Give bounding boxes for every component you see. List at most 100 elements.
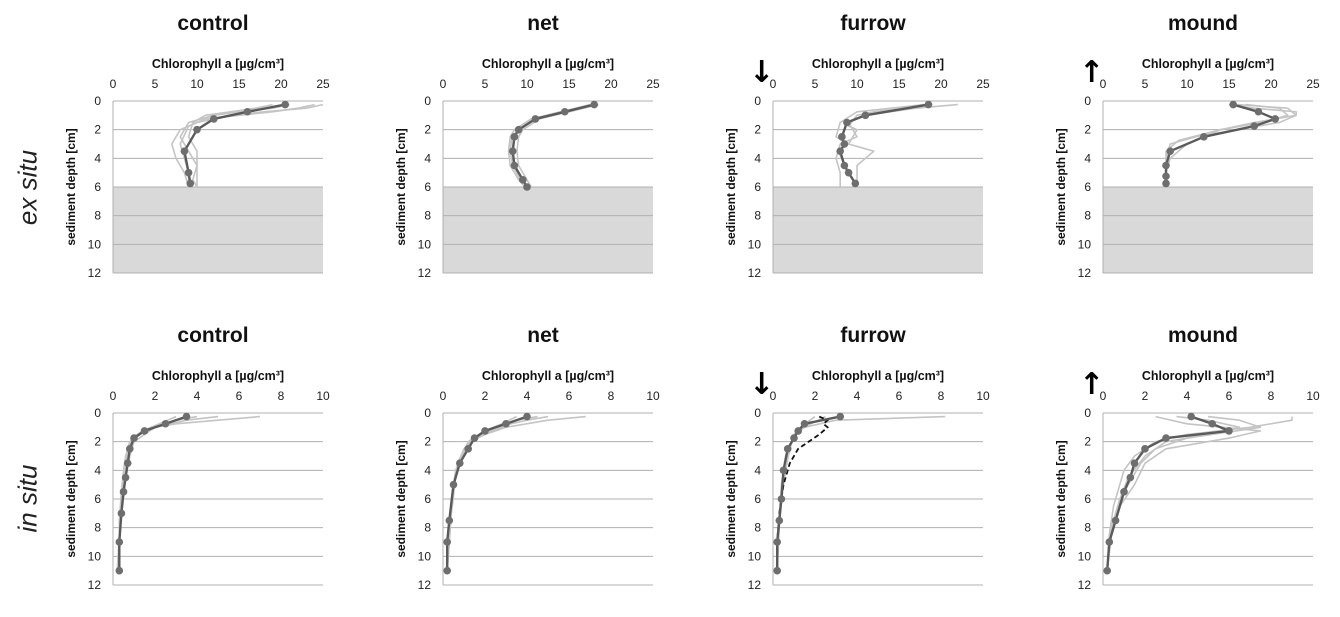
mean-point bbox=[186, 179, 195, 188]
y-tick-label: 10 bbox=[88, 549, 102, 563]
y-tick-label: 6 bbox=[94, 492, 101, 506]
y-tick-label: 8 bbox=[424, 521, 431, 535]
unsampled-region bbox=[773, 187, 983, 273]
mean-point bbox=[1166, 147, 1174, 155]
mean-point bbox=[1187, 412, 1195, 421]
y-tick-label: 2 bbox=[1084, 435, 1091, 449]
x-axis-label: Chlorophyll a [µg/cm³] bbox=[152, 369, 284, 383]
y-tick-label: 8 bbox=[424, 209, 431, 223]
replicate-line bbox=[187, 103, 273, 187]
mean-line bbox=[776, 415, 841, 571]
y-axis-label: sediment depth [cm] bbox=[394, 440, 408, 557]
y-tick-label: 2 bbox=[94, 435, 101, 449]
mean-point bbox=[1105, 538, 1114, 546]
mean-line bbox=[511, 103, 595, 188]
replicate-line bbox=[1106, 415, 1262, 571]
chart-title: mound bbox=[1168, 324, 1238, 347]
chart-title: net bbox=[527, 12, 559, 35]
replicate-line bbox=[1106, 416, 1293, 571]
y-tick-label: 0 bbox=[94, 406, 101, 420]
y-tick-label: 10 bbox=[418, 549, 432, 563]
y-tick-label: 2 bbox=[1084, 123, 1091, 137]
y-tick-label: 2 bbox=[424, 435, 431, 449]
y-tick-label: 6 bbox=[754, 492, 761, 506]
unsampled-region bbox=[443, 187, 653, 273]
mean-point bbox=[1229, 100, 1237, 109]
y-tick-label: 0 bbox=[1084, 406, 1091, 420]
mean-point bbox=[456, 459, 464, 467]
mean-point bbox=[130, 434, 138, 442]
replicate-line bbox=[179, 103, 315, 187]
x-tick-label: 10 bbox=[520, 77, 534, 91]
y-tick-label: 2 bbox=[424, 123, 431, 137]
y-tick-label: 0 bbox=[754, 406, 761, 420]
mean-point bbox=[561, 107, 569, 116]
mean-point bbox=[182, 412, 191, 421]
y-tick-label: 6 bbox=[1084, 180, 1091, 194]
mean-point bbox=[838, 133, 846, 141]
mean-point bbox=[470, 434, 479, 442]
x-axis-label: Chlorophyll a [µg/cm³] bbox=[482, 369, 614, 383]
mean-point bbox=[851, 179, 860, 188]
x-tick-label: 10 bbox=[1180, 77, 1194, 91]
mean-point bbox=[445, 516, 454, 525]
x-tick-label: 2 bbox=[482, 389, 489, 403]
x-tick-label: 25 bbox=[1306, 77, 1320, 91]
mean-point bbox=[843, 118, 851, 127]
y-tick-label: 6 bbox=[424, 492, 431, 506]
x-tick-label: 6 bbox=[566, 389, 573, 403]
mean-point bbox=[1120, 488, 1128, 496]
mean-point bbox=[1271, 115, 1279, 123]
x-tick-label: 20 bbox=[934, 77, 948, 91]
y-axis-label: sediment depth [cm] bbox=[1054, 440, 1068, 557]
x-tick-label: 0 bbox=[770, 77, 777, 91]
chart-panel-mound: mound Chlorophyll a [µg/cm³] sediment dept… bbox=[1054, 324, 1320, 592]
y-tick-label: 8 bbox=[754, 209, 761, 223]
y-tick-label: 4 bbox=[1084, 151, 1091, 165]
mean-point bbox=[180, 147, 189, 155]
x-tick-label: 0 bbox=[1100, 77, 1107, 91]
x-tick-label: 5 bbox=[1142, 77, 1149, 91]
mean-point bbox=[123, 459, 132, 467]
x-tick-label: 25 bbox=[976, 77, 990, 91]
mean-point bbox=[840, 140, 849, 148]
mean-point bbox=[464, 445, 473, 453]
y-tick-label: 10 bbox=[748, 237, 762, 251]
row-label-ex-situ: ex situ bbox=[12, 149, 43, 226]
mean-point bbox=[510, 161, 519, 170]
mean-point bbox=[1130, 459, 1139, 467]
y-tick-label: 4 bbox=[424, 463, 431, 477]
chart-panel-net: net Chlorophyll a [µg/cm³] sediment depth … bbox=[394, 324, 660, 592]
down-arrow-icon: ↓ bbox=[749, 55, 775, 90]
mean-point bbox=[519, 176, 527, 184]
x-tick-label: 0 bbox=[110, 77, 117, 91]
mean-line bbox=[446, 415, 528, 571]
mean-point bbox=[590, 100, 598, 109]
mean-point bbox=[790, 434, 798, 442]
mean-line bbox=[839, 103, 929, 185]
y-tick-label: 10 bbox=[1078, 549, 1092, 563]
x-tick-label: 6 bbox=[896, 389, 903, 403]
x-tick-label: 6 bbox=[1226, 389, 1233, 403]
y-tick-label: 10 bbox=[418, 237, 432, 251]
y-axis-label: sediment depth [cm] bbox=[724, 440, 738, 557]
x-tick-label: 6 bbox=[236, 389, 243, 403]
y-tick-label: 12 bbox=[418, 578, 432, 592]
x-tick-label: 15 bbox=[562, 77, 576, 91]
mean-point bbox=[243, 107, 252, 116]
chart-panel-control: control Chlorophyll a [µg/cm³] sediment de… bbox=[64, 324, 330, 592]
y-tick-label: 4 bbox=[1084, 463, 1091, 477]
chart-panel-control: control Chlorophyll a [µg/cm³] sediment de… bbox=[64, 12, 330, 280]
y-tick-label: 6 bbox=[1084, 492, 1091, 506]
mean-point bbox=[161, 419, 170, 428]
mean-point bbox=[115, 538, 124, 546]
x-tick-label: 5 bbox=[812, 77, 819, 91]
mean-point bbox=[836, 412, 844, 421]
y-axis-label: sediment depth [cm] bbox=[724, 128, 738, 245]
chart-panel-mound: mound Chlorophyll a [µg/cm³] sediment dept… bbox=[1054, 12, 1320, 280]
mean-point bbox=[1225, 427, 1233, 435]
x-tick-label: 25 bbox=[316, 77, 330, 91]
mean-point bbox=[783, 445, 792, 453]
x-tick-label: 4 bbox=[524, 389, 531, 403]
